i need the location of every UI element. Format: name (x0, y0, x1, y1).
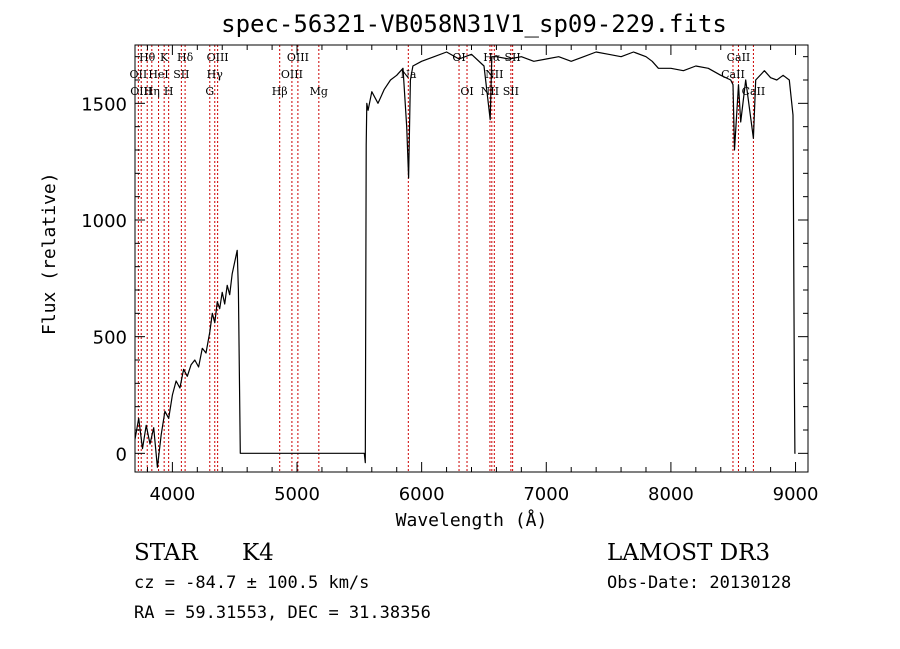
line-marker-label: Hα (483, 51, 501, 64)
x-tick-label: 5000 (274, 484, 320, 505)
y-tick-label: 1500 (81, 94, 127, 115)
line-marker-label: SII (505, 51, 521, 64)
spectrum-line (135, 51, 796, 468)
obs-date: Obs-Date: 20130128 (607, 573, 792, 593)
coordinates: RA = 59.31553, DEC = 31.38356 (134, 603, 431, 623)
subclass: K4 (242, 540, 274, 566)
line-marker-label: OIII (207, 51, 229, 64)
line-marker-label: OII (130, 68, 148, 81)
line-marker-label: Hβ (272, 85, 288, 98)
y-tick-label: 0 (116, 444, 127, 465)
line-marker-label: OIII (130, 85, 152, 98)
line-marker-label: Hδ (177, 51, 194, 64)
line-marker-label: HeI (148, 68, 168, 81)
line-marker-label: H (164, 85, 174, 98)
x-tick-label: 8000 (648, 484, 694, 505)
line-marker-label: Hγ (207, 68, 224, 81)
y-tick-label: 500 (93, 328, 127, 349)
line-marker-label: Na (400, 68, 417, 81)
line-marker-label: SII (173, 68, 189, 81)
x-axis-label: Wavelength (Å) (395, 510, 548, 531)
line-marker-label: Hη (144, 85, 160, 98)
object-class: STAR (134, 540, 198, 566)
line-marker-label: OI (460, 85, 473, 98)
line-marker-label: CaII (721, 68, 745, 81)
line-marker-label: NII (481, 85, 499, 98)
x-tick-label: 6000 (399, 484, 445, 505)
y-tick-label: 1000 (81, 211, 127, 232)
chart-title: spec-56321-VB058N31V1_sp09-229.fits (221, 10, 727, 38)
x-tick-label: 9000 (773, 484, 819, 505)
line-marker-label: CaII (742, 85, 766, 98)
x-tick-label: 4000 (149, 484, 195, 505)
redshift-readout: cz = -84.7 ± 100.5 km/s (134, 573, 370, 593)
survey-name: LAMOST DR3 (607, 540, 771, 566)
x-tick-label: 7000 (523, 484, 569, 505)
line-marker-label: K (160, 51, 169, 64)
line-marker-label: OIII (287, 51, 309, 64)
line-marker-label: OIII (281, 68, 303, 81)
y-axis-label: Flux (relative) (39, 172, 60, 335)
line-marker-label: SII (503, 85, 519, 98)
line-marker-label: G (205, 85, 214, 98)
line-marker-label: Mg (310, 85, 328, 98)
line-marker-label: Hθ (139, 51, 156, 64)
line-marker-label: OI (452, 51, 465, 64)
line-marker-label: NII (485, 68, 503, 81)
line-marker-label: CaII (727, 51, 751, 64)
